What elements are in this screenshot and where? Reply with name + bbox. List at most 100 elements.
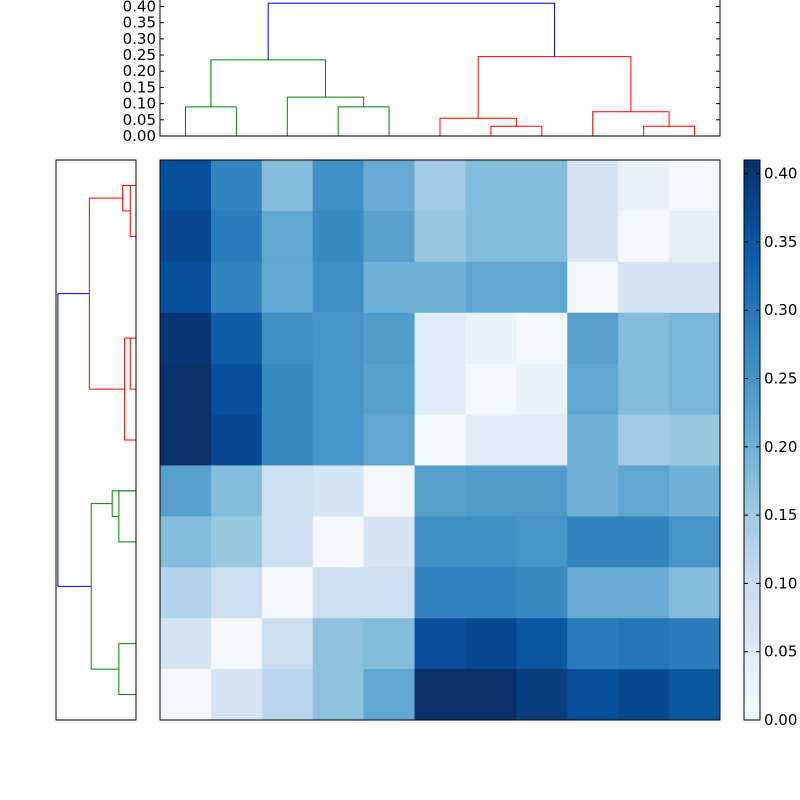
colorbar-band	[744, 315, 760, 321]
colorbar-band	[744, 270, 760, 276]
heatmap-cell	[567, 210, 619, 263]
top-dendrogram-link	[286, 96, 365, 136]
colorbar-band	[744, 450, 760, 456]
colorbar-band	[744, 240, 760, 246]
heatmap-cell	[312, 363, 365, 415]
colorbar-tick-label: 0.20	[764, 438, 797, 456]
heatmap-cell	[363, 160, 415, 212]
colorbar-band	[744, 460, 760, 466]
heatmap-cell	[210, 516, 263, 568]
colorbar-band	[744, 660, 760, 666]
colorbar-band	[744, 345, 760, 351]
left-dendrogram-link	[129, 337, 136, 390]
colorbar-band	[744, 495, 760, 501]
heatmap-cell	[516, 312, 568, 365]
left-dendrogram-link	[129, 184, 136, 237]
colorbar-band	[744, 200, 760, 206]
colorbar-band	[744, 320, 760, 326]
heatmap-cell	[160, 669, 212, 721]
heatmap-cell	[414, 261, 466, 314]
heatmap-cell	[160, 618, 212, 670]
colorbar-band	[744, 510, 760, 516]
top-dendrogram-frame	[159, 0, 721, 137]
colorbar-band	[744, 170, 760, 176]
heatmap-panel	[159, 159, 721, 721]
heatmap-cell	[414, 160, 466, 212]
heatmap-cell	[567, 669, 619, 721]
heatmap-cell	[160, 160, 212, 212]
heatmap-cell	[210, 363, 263, 415]
colorbar-band	[744, 555, 760, 561]
colorbar-band	[744, 640, 760, 646]
heatmap-cell	[567, 160, 619, 212]
heatmap-cell	[261, 414, 314, 466]
heatmap-cell	[414, 669, 466, 721]
heatmap-cell	[312, 465, 365, 517]
colorbar-band	[744, 160, 760, 166]
heatmap-cell	[261, 669, 314, 721]
heatmap-cell	[669, 567, 721, 619]
colorbar-band	[744, 280, 760, 286]
heatmap-cell	[618, 363, 670, 415]
colorbar-band	[744, 680, 760, 686]
colorbar-band	[744, 595, 760, 601]
heatmap-cell	[465, 414, 517, 466]
colorbar-band	[744, 610, 760, 616]
colorbar-band	[744, 715, 760, 721]
heatmap-cell	[567, 261, 619, 314]
top-dendrogram-link	[490, 125, 543, 136]
colorbar-tick-label: 0.00	[764, 711, 797, 729]
top-ytick-label: 0.30	[123, 30, 156, 48]
heatmap-cell	[669, 669, 721, 721]
colorbar-tick-label: 0.40	[764, 165, 797, 183]
colorbar-band	[744, 250, 760, 256]
heatmap-cell	[363, 516, 415, 568]
colorbar-band	[744, 390, 760, 396]
colorbar-band	[744, 590, 760, 596]
top-ytick-label: 0.15	[123, 78, 156, 96]
colorbar-band	[744, 480, 760, 486]
heatmap-cell	[669, 160, 721, 212]
heatmap-cell	[669, 312, 721, 365]
colorbar-tick-label: 0.15	[764, 506, 797, 524]
heatmap-cell	[160, 516, 212, 568]
heatmap-cell	[312, 516, 365, 568]
colorbar-band	[744, 185, 760, 191]
heatmap-cell	[669, 516, 721, 568]
colorbar-band	[744, 255, 760, 261]
colorbar-band	[744, 475, 760, 481]
heatmap-cell	[160, 261, 212, 314]
top-dendrogram-link	[592, 111, 670, 136]
colorbar-band	[744, 515, 760, 521]
heatmap-cell	[210, 414, 263, 466]
colorbar-band	[744, 290, 760, 296]
colorbar-band	[744, 300, 760, 306]
heatmap-cell	[210, 465, 263, 517]
colorbar-band	[744, 520, 760, 526]
heatmap-cell	[567, 567, 619, 619]
colorbar-band	[744, 205, 760, 211]
heatmap-cell	[669, 210, 721, 263]
top-ytick-label: 0.05	[123, 111, 156, 129]
colorbar-band	[744, 485, 760, 491]
colorbar-band	[744, 575, 760, 581]
colorbar-band	[744, 655, 760, 661]
heatmap-cell	[363, 414, 415, 466]
heatmap-cell	[414, 363, 466, 415]
heatmap-cell	[312, 210, 365, 263]
colorbar-band	[744, 340, 760, 346]
colorbar-band	[744, 500, 760, 506]
heatmap-cell	[312, 414, 365, 466]
left-dendrogram-frame	[55, 159, 137, 721]
heatmap-cell	[210, 160, 263, 212]
top-dendrogram-link	[210, 59, 326, 107]
heatmap-cell	[261, 516, 314, 568]
colorbar-band	[744, 700, 760, 706]
heatmap-cell	[210, 210, 263, 263]
heatmap-cell	[210, 669, 263, 721]
colorbar-band	[744, 410, 760, 416]
heatmap-cell	[669, 618, 721, 670]
heatmap-cell	[414, 516, 466, 568]
heatmap-cell	[363, 210, 415, 263]
colorbar-panel: 0.00 0.05 0.10 0.15 0.20 0.25 0.30 0.35 0.40	[743, 159, 797, 729]
